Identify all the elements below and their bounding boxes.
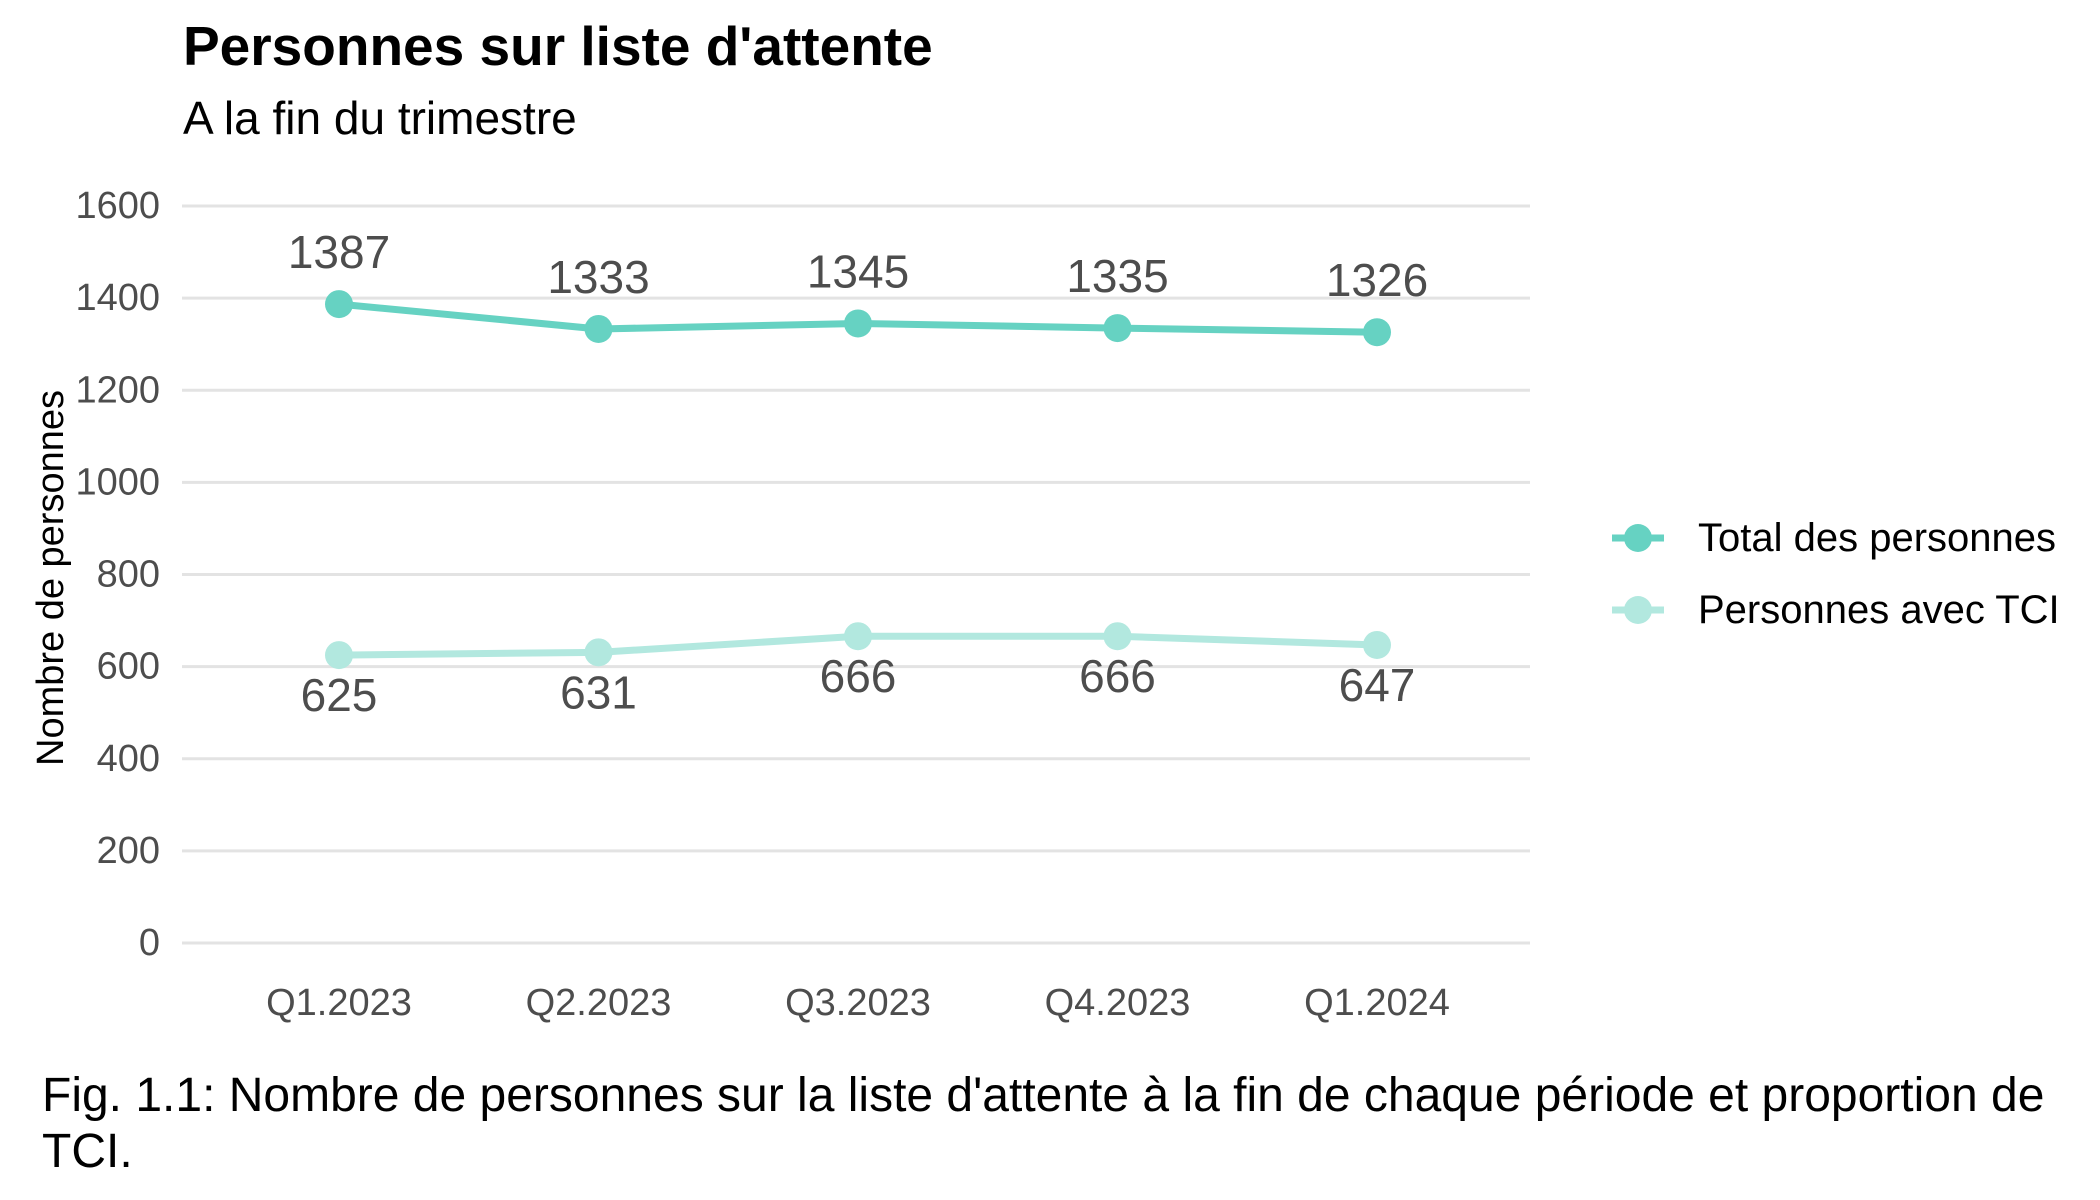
y-tick-label: 600 bbox=[97, 646, 160, 688]
figure-caption: Fig. 1.1: Nombre de personnes sur la lis… bbox=[42, 1069, 2045, 1178]
data-point bbox=[844, 309, 872, 338]
y-axis-ticks: 0 200 400 600 800 1000 1200 1400 1600 bbox=[75, 185, 160, 964]
data-label: 1345 bbox=[807, 245, 909, 297]
gridlines bbox=[182, 204, 1530, 945]
data-point bbox=[1103, 622, 1132, 651]
y-tick-label: 800 bbox=[97, 554, 160, 596]
legend: Total des personnes Personnes avec TCI bbox=[1612, 516, 2060, 632]
data-point bbox=[1363, 318, 1391, 347]
legend-entry-label: Total des personnes bbox=[1698, 516, 2056, 560]
chart-title: Personnes sur liste d'attente bbox=[183, 15, 933, 77]
legend-entry-label: Personnes avec TCI bbox=[1698, 588, 2060, 632]
legend-key-marker bbox=[1624, 596, 1652, 624]
data-labels: 625 631 666 666 647 1387 1333 1345 1335 1326 bbox=[288, 226, 1428, 721]
x-tick-label: Q1.2024 bbox=[1304, 982, 1450, 1024]
data-label: 666 bbox=[820, 650, 897, 702]
data-point bbox=[584, 638, 613, 667]
data-label: 1326 bbox=[1326, 254, 1428, 306]
x-tick-label: Q2.2023 bbox=[526, 982, 672, 1024]
data-point bbox=[325, 641, 353, 670]
y-tick-label: 0 bbox=[139, 922, 160, 964]
data-point bbox=[844, 622, 872, 651]
chart-subtitle: A la fin du trimestre bbox=[183, 92, 577, 144]
data-point bbox=[1103, 314, 1132, 343]
data-point bbox=[584, 314, 613, 343]
data-label: 666 bbox=[1079, 650, 1156, 702]
data-point bbox=[1363, 630, 1391, 659]
y-tick-label: 1200 bbox=[75, 369, 160, 411]
y-tick-label: 400 bbox=[97, 738, 160, 780]
series-layer bbox=[325, 290, 1391, 670]
legend-key-marker bbox=[1624, 524, 1652, 552]
x-tick-label: Q1.2023 bbox=[266, 982, 412, 1024]
data-label: 631 bbox=[560, 666, 637, 718]
data-label: 1387 bbox=[288, 226, 390, 278]
y-tick-label: 1400 bbox=[75, 277, 160, 319]
x-axis-ticks: Q1.2023 Q2.2023 Q3.2023 Q4.2023 Q1.2024 bbox=[266, 982, 1450, 1024]
y-tick-label: 1600 bbox=[75, 185, 160, 227]
y-tick-label: 1000 bbox=[75, 461, 160, 503]
data-label: 1335 bbox=[1066, 250, 1168, 302]
x-tick-label: Q4.2023 bbox=[1045, 982, 1191, 1024]
data-label: 625 bbox=[301, 669, 378, 721]
data-point bbox=[325, 290, 353, 319]
y-tick-label: 200 bbox=[97, 830, 160, 872]
data-label: 647 bbox=[1339, 659, 1416, 711]
x-tick-label: Q3.2023 bbox=[785, 982, 931, 1024]
data-label: 1333 bbox=[547, 251, 649, 303]
y-axis-label: Nombre de personnes bbox=[30, 390, 72, 766]
line-chart: 0 200 400 600 800 1000 1200 1400 1600 Q1.2023 Q2.… bbox=[30, 185, 2060, 1024]
